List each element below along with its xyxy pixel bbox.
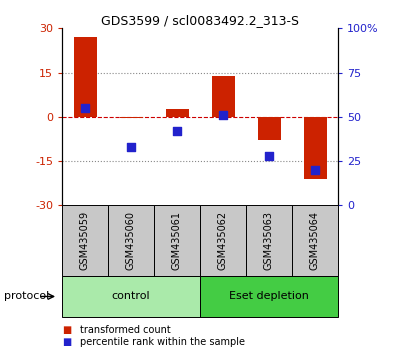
Text: percentile rank within the sample: percentile rank within the sample xyxy=(80,337,245,347)
Text: GSM435060: GSM435060 xyxy=(126,211,136,270)
Bar xyxy=(62,205,108,276)
Text: protocol: protocol xyxy=(4,291,49,302)
Bar xyxy=(200,276,338,317)
Bar xyxy=(258,117,280,141)
Text: GSM435061: GSM435061 xyxy=(172,211,182,270)
Bar xyxy=(246,205,292,276)
Text: GSM435064: GSM435064 xyxy=(310,211,320,270)
Bar xyxy=(166,109,188,117)
Text: ■: ■ xyxy=(62,325,71,335)
Bar xyxy=(62,276,200,317)
Text: GSM435059: GSM435059 xyxy=(80,211,90,270)
Bar xyxy=(74,37,96,117)
Bar xyxy=(304,117,326,179)
Bar xyxy=(120,117,142,118)
Point xyxy=(312,167,318,173)
Title: GDS3599 / scl0083492.2_313-S: GDS3599 / scl0083492.2_313-S xyxy=(101,14,299,27)
Point xyxy=(174,128,180,134)
Text: Eset depletion: Eset depletion xyxy=(229,291,309,302)
Point xyxy=(220,112,226,118)
Bar xyxy=(212,75,234,117)
Bar xyxy=(200,205,246,276)
Bar xyxy=(292,205,338,276)
Point xyxy=(82,105,88,111)
Text: control: control xyxy=(112,291,150,302)
Text: transformed count: transformed count xyxy=(80,325,171,335)
Bar xyxy=(108,205,154,276)
Text: GSM435063: GSM435063 xyxy=(264,211,274,270)
Bar xyxy=(154,205,200,276)
Text: GSM435062: GSM435062 xyxy=(218,211,228,270)
Point xyxy=(266,153,272,159)
Text: ■: ■ xyxy=(62,337,71,347)
Point xyxy=(128,144,134,150)
